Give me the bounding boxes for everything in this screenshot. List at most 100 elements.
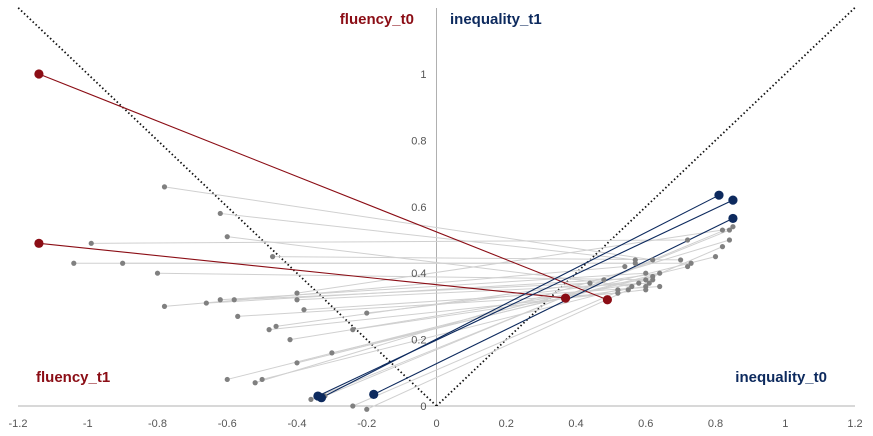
point-start-2: [224, 234, 230, 240]
point-start-6: [154, 270, 161, 276]
diagonal-right: [435, 6, 856, 406]
connection-line-26: [366, 289, 629, 410]
x-tick-label-0: -1.2: [9, 418, 28, 430]
point-start-25: [350, 403, 356, 409]
corner-labels: fluency_t0 inequality_t1 fluency_t1 ineq…: [36, 11, 827, 386]
point-start-22: [224, 376, 230, 383]
point-start-23: [308, 396, 314, 402]
inequality-line-0: [321, 194, 720, 399]
point-start-28: [273, 323, 279, 329]
point-end-0: [650, 257, 656, 263]
label-inequality-t0: inequality_t0: [735, 369, 827, 386]
point-start-21: [252, 380, 258, 386]
point-end-8: [622, 263, 628, 270]
point-start-27: [294, 290, 300, 296]
point-end-5: [632, 260, 638, 266]
other-connections: [73, 186, 734, 410]
point-end-20: [615, 287, 621, 293]
point-end-29: [650, 273, 656, 280]
point-start-10: [217, 297, 223, 303]
label-fluency-t0: fluency_t0: [340, 11, 414, 28]
highlighted-points: [34, 69, 738, 403]
point-end-25: [719, 244, 726, 250]
point-start-26: [364, 406, 370, 412]
fluency-line-1: [38, 242, 566, 299]
x-tick-label-10: 0.8: [708, 418, 723, 430]
point-start-7: [269, 254, 276, 260]
x-tick-label-4: -0.4: [288, 418, 307, 430]
point-end-10: [643, 270, 649, 276]
point-start-11: [231, 297, 237, 303]
point-end-19: [643, 283, 649, 290]
x-tick-label-7: 0.2: [499, 418, 514, 430]
point-start-1: [217, 210, 223, 217]
inequality-point-end-2: [369, 389, 379, 399]
y-tick-label-1: 0.2: [411, 335, 426, 347]
y-tick-label-5: 1: [420, 69, 426, 81]
point-end-3: [685, 237, 691, 243]
point-start-16: [301, 307, 307, 313]
point-end-26: [625, 287, 631, 293]
label-fluency-t1: fluency_t1: [36, 369, 110, 386]
point-end-11: [587, 280, 593, 286]
point-start-17: [364, 310, 370, 316]
inequality-point-start-1: [728, 195, 738, 205]
connection-line-27: [296, 229, 723, 294]
point-end-22: [712, 254, 719, 260]
y-tick-label-3: 0.6: [411, 202, 426, 214]
point-start-12: [294, 297, 300, 303]
point-start-20: [259, 376, 265, 383]
connection-line-6: [157, 272, 653, 281]
point-end-17: [643, 277, 649, 283]
fluency-point-start-0: [34, 69, 44, 79]
tick-labels: -1.2 -1 -0.8 -0.6 -0.4 -0.2 0 0.2 0.4 0.6 0.8 1 1.2 0…: [9, 69, 863, 430]
axes: [18, 8, 855, 407]
x-tick-label-12: 1.2: [847, 418, 862, 430]
point-end-16: [657, 283, 663, 290]
point-end-28: [657, 270, 663, 276]
point-end-12: [646, 280, 652, 286]
inequality-line-1: [317, 199, 734, 397]
fluency-point-end-1: [560, 293, 571, 303]
inequality-point-start-2: [728, 213, 738, 224]
point-end-9: [601, 277, 607, 283]
point-end-23: [726, 227, 733, 233]
point-start-4: [71, 260, 77, 266]
point-end-15: [636, 280, 642, 286]
diagonal-left: [17, 6, 438, 406]
y-tick-label-0: 0: [420, 401, 426, 413]
point-end-24: [730, 224, 736, 230]
x-tick-label-8: 0.4: [568, 418, 583, 430]
point-start-15: [287, 337, 293, 343]
point-end-27: [719, 227, 726, 233]
point-end-18: [685, 263, 691, 270]
fluency-line-0: [38, 73, 608, 301]
point-end-2: [629, 283, 635, 290]
x-tick-label-9: 0.6: [638, 418, 653, 430]
x-tick-label-1: -1: [83, 418, 93, 430]
highlighted-connections: [38, 73, 734, 399]
connection-line-1: [220, 212, 636, 261]
x-tick-label-2: -0.8: [148, 418, 167, 430]
point-start-3: [88, 240, 94, 246]
connection-line-10: [220, 272, 646, 301]
point-start-19: [350, 327, 356, 333]
fluency-point-end-0: [602, 295, 612, 305]
point-start-0: [161, 184, 168, 190]
x-tick-label-11: 1: [782, 418, 788, 430]
point-start-8: [161, 303, 168, 309]
connection-line-0: [164, 186, 653, 261]
x-tick-label-5: -0.2: [357, 418, 376, 430]
point-start-14: [266, 327, 272, 333]
point-start-18: [294, 360, 300, 366]
connection-line-28: [276, 272, 660, 327]
inequality-line-2: [373, 217, 734, 395]
point-end-7: [678, 257, 684, 263]
connection-line-19: [352, 285, 646, 331]
connection-line-14: [269, 289, 646, 331]
point-end-21: [726, 237, 733, 243]
connection-line-20: [262, 289, 618, 380]
x-tick-label-6: 0: [433, 418, 439, 430]
inequality-point-end-1: [313, 391, 323, 401]
